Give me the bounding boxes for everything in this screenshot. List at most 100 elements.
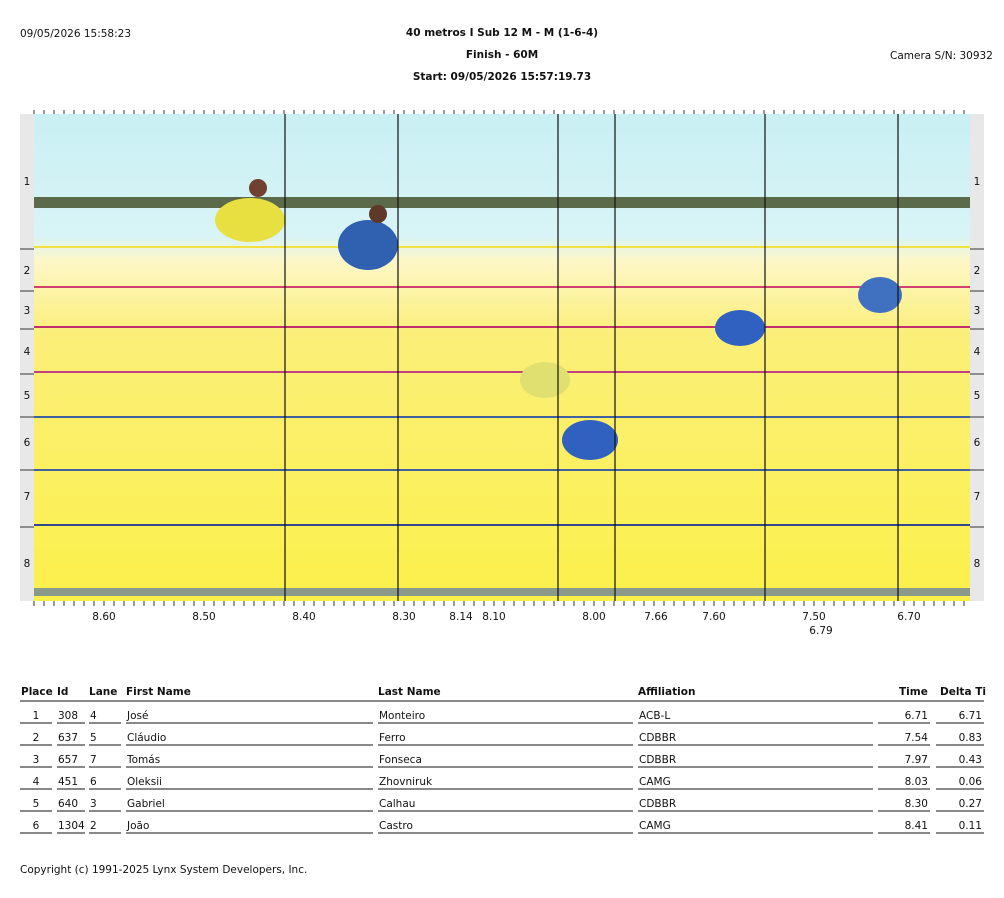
table-cell: 637 bbox=[58, 732, 78, 744]
table-cell: CAMG bbox=[639, 776, 671, 788]
table-cell: 6.71 bbox=[959, 710, 982, 722]
lane-label: 5 bbox=[974, 390, 981, 402]
lane-label: 3 bbox=[24, 305, 31, 317]
table-cell: 8.03 bbox=[905, 776, 928, 788]
column-header: Delta Ti bbox=[940, 686, 986, 698]
copyright: Copyright (c) 1991-2025 Lynx System Deve… bbox=[20, 864, 307, 876]
table-cell: 4 bbox=[90, 710, 97, 722]
runner bbox=[369, 205, 387, 223]
table-cell: 3 bbox=[90, 798, 97, 810]
time-label: 8.60 bbox=[92, 611, 115, 623]
runner bbox=[338, 220, 398, 270]
runner bbox=[249, 179, 267, 197]
lane-label: 6 bbox=[974, 437, 981, 449]
table-cell: 8.30 bbox=[905, 798, 928, 810]
runner bbox=[858, 277, 902, 313]
lane-label: 2 bbox=[24, 265, 31, 277]
photo bbox=[34, 114, 970, 601]
table-cell: Tomás bbox=[126, 754, 160, 766]
runner bbox=[215, 198, 285, 242]
table-cell: Calhau bbox=[379, 798, 415, 810]
lane-label: 8 bbox=[24, 558, 31, 570]
table-cell: Zhovniruk bbox=[379, 776, 433, 788]
table-cell: 7.97 bbox=[905, 754, 928, 766]
table-cell: 0.43 bbox=[959, 754, 982, 766]
table-cell: 0.83 bbox=[959, 732, 982, 744]
time-label: 7.60 bbox=[702, 611, 725, 623]
table-cell: 6 bbox=[33, 820, 40, 832]
table-cell: 8.41 bbox=[905, 820, 928, 832]
time-label: 7.50 bbox=[802, 611, 825, 623]
table-cell: Ferro bbox=[379, 732, 406, 744]
lane-label: 8 bbox=[974, 558, 981, 570]
table-cell: 0.06 bbox=[959, 776, 983, 788]
table-cell: Monteiro bbox=[379, 710, 425, 722]
column-header: Time bbox=[899, 686, 928, 698]
lane-label: 5 bbox=[24, 390, 31, 402]
table-cell: 5 bbox=[33, 798, 40, 810]
lane-label: 4 bbox=[974, 346, 981, 358]
table-cell: 640 bbox=[58, 798, 78, 810]
table-cell: João bbox=[126, 820, 149, 832]
table-cell: 2 bbox=[33, 732, 40, 744]
table-cell: 4 bbox=[33, 776, 40, 788]
table-cell: 657 bbox=[58, 754, 78, 766]
lane-label: 1 bbox=[974, 176, 981, 188]
table-cell: Oleksii bbox=[127, 776, 162, 788]
table-cell: 6 bbox=[90, 776, 97, 788]
table-cell: 0.27 bbox=[959, 798, 982, 810]
rail bbox=[34, 588, 970, 596]
table-cell: ACB-L bbox=[639, 710, 670, 722]
event-title: 40 metros I Sub 12 M - M (1-6-4) bbox=[406, 27, 598, 39]
time-label: 8.14 bbox=[449, 611, 473, 623]
time-label: 6.79 bbox=[809, 625, 832, 637]
runner bbox=[715, 310, 765, 346]
time-label: 8.50 bbox=[192, 611, 215, 623]
table-cell: Gabriel bbox=[127, 798, 165, 810]
time-label: 8.40 bbox=[292, 611, 315, 623]
column-header: First Name bbox=[126, 686, 191, 698]
lane-label: 2 bbox=[974, 265, 981, 277]
table-cell: 308 bbox=[58, 710, 78, 722]
table-cell: CAMG bbox=[639, 820, 671, 832]
runner bbox=[520, 362, 570, 398]
table-cell: Cláudio bbox=[127, 732, 166, 744]
table-cell: 0.11 bbox=[959, 820, 982, 832]
lane-label: 7 bbox=[974, 491, 981, 503]
lane-label: 4 bbox=[24, 346, 31, 358]
table-cell: 5 bbox=[90, 732, 97, 744]
table-cell: 7 bbox=[90, 754, 97, 766]
column-header: Last Name bbox=[378, 686, 441, 698]
rail bbox=[34, 197, 970, 208]
table-cell: 1304 bbox=[58, 820, 85, 832]
column-header: Affiliation bbox=[638, 686, 695, 698]
finish-label: Finish - 60M bbox=[466, 49, 538, 61]
column-header: Place bbox=[21, 686, 53, 698]
lane-label: 7 bbox=[24, 491, 31, 503]
lane-label: 1 bbox=[24, 176, 31, 188]
table-cell: CDBBR bbox=[639, 798, 676, 810]
column-header: Lane bbox=[89, 686, 117, 698]
table-cell: 451 bbox=[58, 776, 78, 788]
table-cell: CDBBR bbox=[639, 754, 676, 766]
time-label: 8.10 bbox=[482, 611, 505, 623]
table-cell: 6.71 bbox=[905, 710, 928, 722]
start-label: Start: 09/05/2026 15:57:19.73 bbox=[413, 71, 591, 83]
table-cell: 1 bbox=[33, 710, 40, 722]
time-label: 8.30 bbox=[392, 611, 415, 623]
table-cell: Fonseca bbox=[379, 754, 422, 766]
table-cell: 2 bbox=[90, 820, 97, 832]
camera-label: Camera S/N: 30932 bbox=[890, 50, 993, 62]
column-header: Id bbox=[57, 686, 68, 698]
table-cell: José bbox=[126, 710, 148, 722]
photo-finish bbox=[20, 114, 984, 601]
time-label: 7.66 bbox=[644, 611, 668, 623]
table-cell: 3 bbox=[33, 754, 40, 766]
table-cell: 7.54 bbox=[905, 732, 929, 744]
time-label: 8.00 bbox=[582, 611, 605, 623]
lane-label: 3 bbox=[974, 305, 981, 317]
lane-label: 6 bbox=[24, 437, 31, 449]
time-label: 6.70 bbox=[897, 611, 920, 623]
table-cell: Castro bbox=[379, 820, 413, 832]
